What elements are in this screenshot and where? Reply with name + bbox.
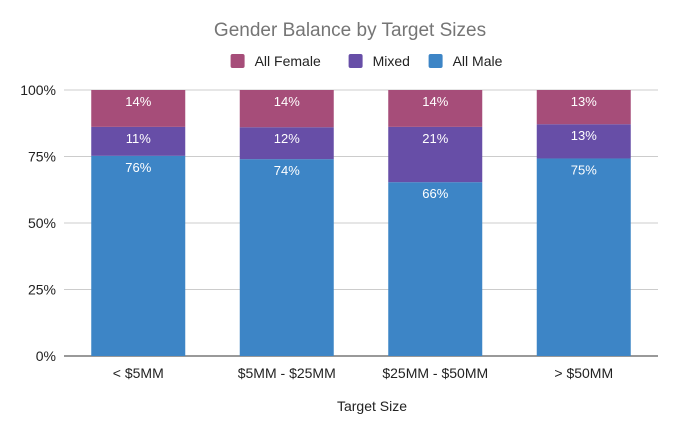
data-label-all-male-50mm: 75% bbox=[571, 162, 597, 177]
legend-label-mixed: Mixed bbox=[373, 53, 410, 69]
y-tick-label: 25% bbox=[28, 282, 56, 298]
data-label-all-male-5mm: 76% bbox=[125, 160, 151, 175]
data-label-all-female-50mm: 13% bbox=[571, 94, 597, 109]
bar-all-female-50mm bbox=[536, 90, 631, 125]
x-axis-title: Target Size bbox=[337, 398, 407, 414]
y-tick-label: 50% bbox=[28, 215, 56, 231]
y-tick-label: 0% bbox=[36, 348, 56, 364]
legend-label-all-male: All Male bbox=[453, 53, 503, 69]
x-tick-label: $25MM - $50MM bbox=[382, 365, 488, 381]
data-label-all-female-5mm-25mm: 14% bbox=[274, 94, 300, 109]
data-label-all-male-25mm-50mm: 66% bbox=[422, 186, 448, 201]
bars bbox=[91, 90, 631, 356]
y-tick-label: 100% bbox=[20, 82, 56, 98]
data-label-all-female-5mm: 14% bbox=[125, 94, 151, 109]
legend: All Female Mixed All Male bbox=[230, 53, 503, 69]
bar-all-female-5mm bbox=[91, 90, 186, 127]
x-tick-label: < $5MM bbox=[113, 365, 164, 381]
bar-all-male-50mm bbox=[536, 158, 631, 356]
y-axis-ticks: 0% 25% 50% 75% 100% bbox=[20, 82, 56, 364]
y-tick-label: 75% bbox=[28, 149, 56, 165]
data-label-mixed-5mm-25mm: 12% bbox=[274, 131, 300, 146]
data-label-mixed-50mm: 13% bbox=[571, 128, 597, 143]
bar-mixed-5mm-25mm bbox=[239, 127, 334, 160]
legend-swatch-mixed bbox=[348, 54, 363, 68]
legend-swatch-all-male bbox=[428, 54, 443, 68]
bar-mixed-50mm bbox=[536, 124, 631, 159]
bar-mixed-5mm bbox=[91, 126, 186, 156]
legend-swatch-all-female bbox=[230, 54, 245, 68]
legend-label-all-female: All Female bbox=[255, 53, 321, 69]
bar-all-male-5mm-25mm bbox=[239, 159, 334, 356]
data-label-mixed-5mm: 11% bbox=[126, 131, 151, 146]
bar-all-male-25mm-50mm bbox=[388, 182, 483, 356]
chart-title: Gender Balance by Target Sizes bbox=[214, 20, 486, 41]
x-tick-label: $5MM - $25MM bbox=[238, 365, 336, 381]
bar-mixed-25mm-50mm bbox=[388, 126, 483, 183]
bar-all-female-25mm-50mm bbox=[388, 90, 483, 127]
x-axis-ticks: < $5MM $5MM - $25MM $25MM - $50MM > $50MM bbox=[113, 365, 613, 381]
bar-labels: 76% 11% 14% 74% 12% 14% 66% 21% 14% 75% 13% 13% bbox=[125, 94, 597, 201]
data-label-mixed-25mm-50mm: 21% bbox=[422, 131, 448, 146]
bar-all-female-5mm-25mm bbox=[239, 90, 334, 128]
bar-all-male-5mm bbox=[91, 155, 186, 356]
data-label-all-male-5mm-25mm: 74% bbox=[274, 163, 300, 178]
data-label-all-female-25mm-50mm: 14% bbox=[422, 94, 448, 109]
x-tick-label: > $50MM bbox=[554, 365, 613, 381]
